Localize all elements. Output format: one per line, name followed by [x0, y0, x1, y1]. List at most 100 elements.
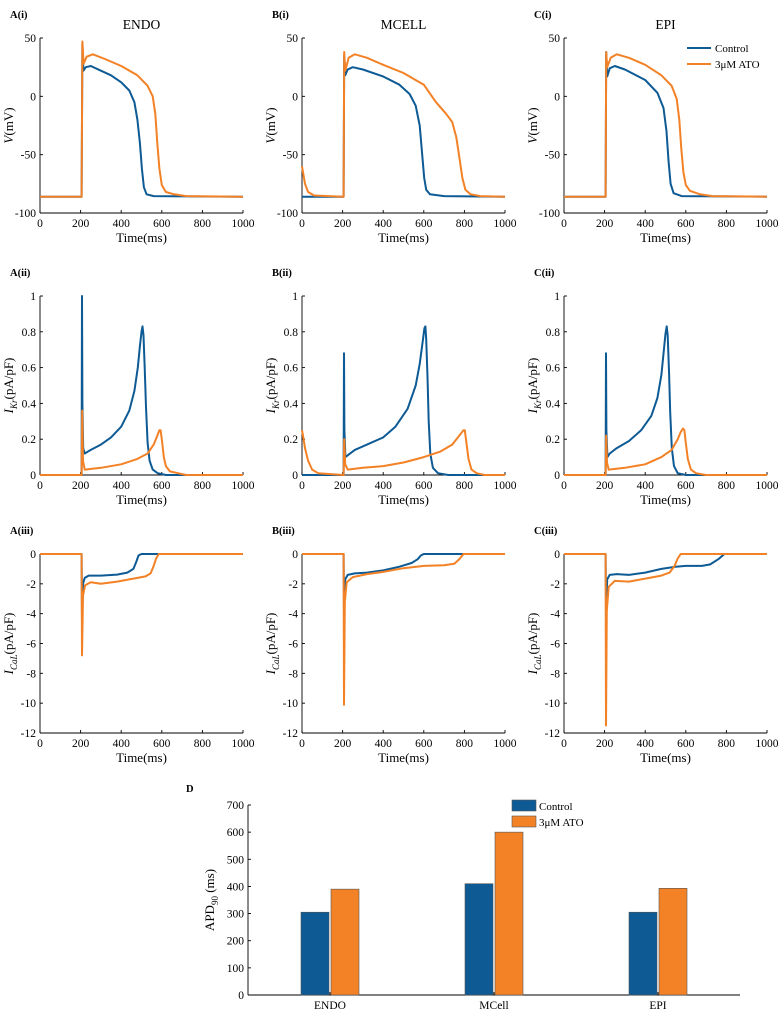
y-tick-label: 1 — [30, 291, 36, 303]
y-tick-label: 0 — [292, 91, 298, 103]
y-axis-label-main: I — [263, 408, 278, 414]
y-tick-label: 0 — [292, 549, 298, 561]
x-tick-label: 0 — [37, 738, 43, 750]
y-axis-label-unit: (mV) — [263, 107, 278, 135]
y-tick-label: -10 — [283, 698, 299, 710]
series-line-control — [564, 325, 767, 476]
x-axis-label: Time(ms) — [116, 492, 167, 507]
x-tick-label: 400 — [375, 738, 393, 750]
y-tick-label: 0 — [30, 91, 36, 103]
y-tick-label: 0 — [554, 91, 560, 103]
series-line-control — [40, 553, 243, 623]
y-axis-label-main: I — [525, 408, 540, 414]
series-line-ato — [301, 51, 506, 198]
y-tick-label: 100 — [227, 963, 245, 975]
y-tick-label: -10 — [545, 698, 561, 710]
legend-label: Control — [715, 43, 749, 55]
y-axis-label-sub: Kr — [533, 399, 543, 410]
y-tick-label: -100 — [277, 208, 298, 220]
x-tick-label: 400 — [375, 218, 393, 230]
y-axis-label-sub: CaL — [271, 655, 281, 671]
x-tick-label: 800 — [194, 218, 212, 230]
x-tick-label: 600 — [677, 738, 695, 750]
x-tick-label: 0 — [299, 480, 305, 492]
x-tick-label: 1000 — [756, 480, 779, 492]
x-tick-label: 800 — [718, 218, 736, 230]
series-line-ato — [40, 553, 243, 657]
x-tick-label: MCell — [479, 1000, 508, 1012]
y-axis-label: V(mV) — [1, 107, 16, 143]
y-axis-label-main: V — [263, 134, 278, 144]
y-tick-label: 0.2 — [284, 434, 299, 446]
y-axis-label-main: I — [525, 669, 540, 675]
panel-title: ENDO — [123, 17, 161, 32]
y-tick-label: 0.8 — [284, 327, 299, 339]
bar-endo-ato — [330, 888, 360, 996]
y-tick-label: -6 — [26, 639, 36, 651]
y-tick-label: -4 — [550, 609, 560, 621]
y-tick-label: 600 — [227, 827, 245, 839]
series-line-ato — [564, 553, 767, 727]
panel-ai: A(i) ENDO 0 200 400 600 800 1000 -100 -50 0 50 Time(… — [1, 10, 255, 245]
x-tick-label: EPI — [649, 1000, 666, 1012]
x-tick-label: 200 — [72, 738, 90, 750]
panel-title: MCELL — [381, 17, 427, 32]
y-tick-label: 1 — [554, 291, 560, 303]
y-axis-label-unit: (pA/pF) — [263, 358, 278, 400]
panel-label: A(ii) — [10, 268, 31, 279]
legend-label: 3μM ATO — [715, 59, 760, 71]
y-axis-label-unit: (mV) — [1, 107, 16, 135]
y-axis-label: IKr(pA/pF) — [525, 358, 543, 415]
y-tick-label: 0.4 — [546, 398, 561, 410]
y-axis-label: V(mV) — [263, 107, 278, 143]
series-line-ato — [302, 553, 505, 706]
y-tick-label: -12 — [283, 728, 299, 740]
panel-ciii: C(iii) 0 200 400 600 800 1000 -12 -10 -8 -6 -4 -2 0 Ti… — [525, 526, 779, 765]
x-axis-label: Time(ms) — [640, 750, 691, 765]
panel-aii: A(ii) 0 200 400 600 800 1000 0 0.2 0.4 0.6 0.8 1 Time… — [1, 268, 255, 507]
y-tick-label: 0 — [30, 470, 36, 482]
x-tick-label: 800 — [718, 480, 736, 492]
x-tick-label: 400 — [637, 218, 655, 230]
x-tick-label: 1000 — [494, 218, 517, 230]
y-tick-label: 1 — [292, 291, 298, 303]
bar-epi-control — [628, 911, 658, 996]
y-axis-label-unit: (pA/pF) — [525, 613, 540, 655]
y-tick-label: 0.2 — [22, 434, 37, 446]
x-tick-label: 400 — [637, 480, 655, 492]
x-tick-label: 200 — [72, 480, 90, 492]
y-tick-label: 0.8 — [22, 327, 37, 339]
y-tick-label: 700 — [227, 800, 245, 812]
y-tick-label: -4 — [288, 609, 298, 621]
y-tick-label: 0.2 — [546, 434, 561, 446]
x-axis-label: Time(ms) — [640, 230, 691, 245]
bar-endo-control — [300, 911, 330, 996]
y-tick-label: 0.6 — [546, 363, 561, 375]
y-tick-label: 50 — [549, 33, 561, 45]
y-axis-label-main: V — [525, 134, 540, 144]
x-tick-label: 800 — [456, 218, 474, 230]
x-tick-label: 200 — [72, 218, 90, 230]
x-tick-label: 200 — [596, 480, 614, 492]
y-axis-label: ICaL(pA/pF) — [525, 613, 543, 676]
x-tick-label: 0 — [561, 480, 567, 492]
x-tick-label: 1000 — [232, 218, 255, 230]
panel-bii: B(ii) 0 200 400 600 800 1000 0 0.2 0.4 0.6 0.8 1 Time… — [263, 268, 517, 507]
panel-biii: B(iii) 0 200 400 600 800 1000 -12 -10 -8 -6 -4 -2 0 Ti… — [263, 526, 517, 765]
y-axis-label-unit: (pA/pF) — [263, 613, 278, 655]
x-axis-label: Time(ms) — [378, 492, 429, 507]
x-axis-label: Time(ms) — [116, 750, 167, 765]
x-tick-label: 200 — [596, 738, 614, 750]
series-line-control — [302, 325, 505, 476]
x-tick-label: 400 — [113, 218, 131, 230]
y-tick-label: -100 — [539, 208, 560, 220]
x-tick-label: 1000 — [756, 218, 779, 230]
y-axis-label-sub: CaL — [9, 655, 19, 671]
series-line-control — [40, 295, 243, 476]
y-tick-label: 50 — [287, 33, 299, 45]
y-axis-label: V(mV) — [525, 107, 540, 143]
panel-title: EPI — [655, 17, 676, 32]
y-tick-label: 500 — [227, 854, 245, 866]
y-tick-label: 0.6 — [22, 363, 37, 375]
